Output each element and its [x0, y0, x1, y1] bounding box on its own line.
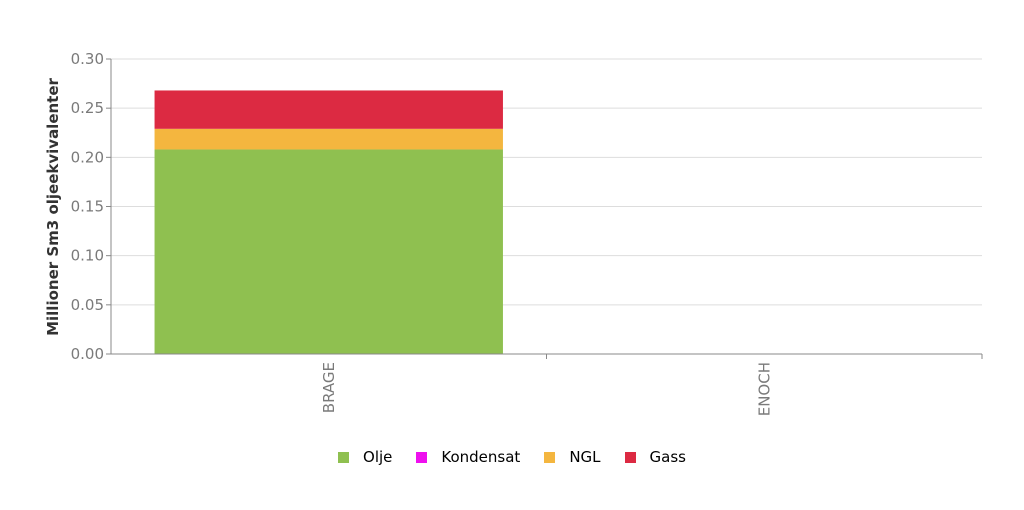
y-tick-label: 0.30 [71, 50, 104, 68]
legend-label: NGL [569, 448, 601, 466]
y-tick-label: 0.00 [71, 345, 104, 363]
x-tick-label: ENOCH [755, 362, 773, 416]
legend: Olje Kondensat NGL Gass [0, 448, 1024, 466]
x-tick-labels: BRAGE ENOCH [320, 362, 774, 416]
axes [110, 59, 983, 359]
legend-swatch [624, 451, 636, 463]
y-tick-label: 0.05 [71, 296, 104, 314]
legend-item-olje[interactable]: Olje [338, 448, 392, 466]
y-tick-label: 0.15 [71, 198, 104, 216]
legend-swatch [544, 451, 556, 463]
bars [154, 90, 503, 354]
legend-swatch [338, 451, 350, 463]
legend-label: Olje [363, 448, 393, 466]
y-tick-label: 0.20 [71, 148, 104, 166]
legend-label: Kondensat [441, 448, 521, 466]
bar-gass-brage [154, 90, 503, 129]
bar-olje-brage [154, 149, 503, 354]
y-axis-label: Millioner Sm3 oljeekvivalenter [44, 77, 62, 335]
bar-ngl-brage [154, 128, 503, 150]
y-tick-label: 0.10 [71, 247, 104, 265]
legend-label: Gass [649, 448, 686, 466]
legend-swatch [416, 451, 428, 463]
legend-item-ngl[interactable]: NGL [544, 448, 601, 466]
legend-item-gass[interactable]: Gass [624, 448, 686, 466]
stacked-bar-chart: 0.000.050.100.150.200.250.30 BRAGE ENOCH … [44, 50, 983, 416]
y-tick-label: 0.25 [71, 99, 104, 117]
y-tick-labels: 0.00 0.05 0.10 0.15 0.20 0.25 0.30 [71, 50, 104, 363]
legend-item-kondensat[interactable]: Kondensat [416, 448, 520, 466]
x-tick-label: BRAGE [320, 362, 338, 413]
